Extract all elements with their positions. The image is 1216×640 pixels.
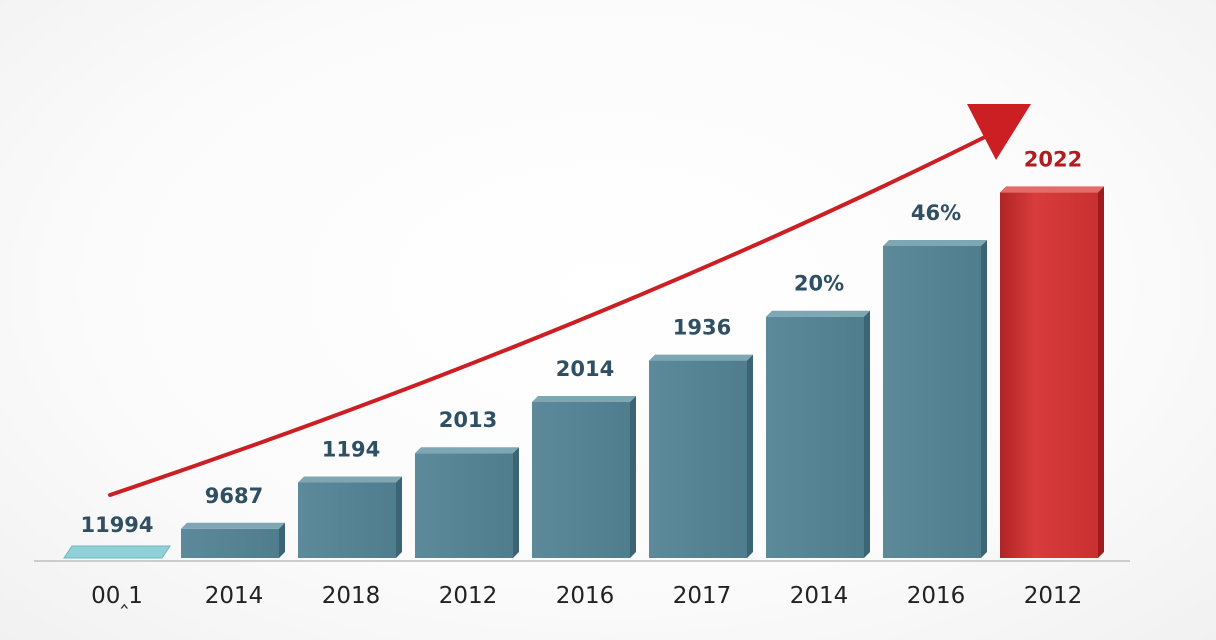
data-label-8: 46%: [911, 201, 961, 225]
x-tick-label-5: 2016: [556, 583, 615, 609]
bar-2-top: [181, 522, 285, 529]
trend-arrow-head: [967, 104, 1031, 160]
x-tick-labels-group: 00‸1 2014 2018 2012 2016 2017 2014 2016 2012: [91, 583, 1082, 609]
trend-arrow-line: [108, 126, 1005, 497]
data-label-6: 1936: [673, 316, 731, 340]
bar-7-front: [766, 316, 864, 558]
bar-3-side: [396, 476, 402, 558]
bar-2: [181, 522, 285, 558]
data-label-2: 9687: [205, 484, 263, 508]
bar-4: [415, 447, 519, 558]
x-tick-label-1: 00‸1: [91, 583, 143, 609]
x-tick-label-8: 2016: [907, 583, 966, 609]
data-label-9: 2022: [1024, 147, 1082, 171]
data-label-3: 1194: [322, 437, 380, 461]
bar-8-top: [883, 240, 987, 246]
data-label-1: 11994: [80, 513, 153, 537]
data-label-7: 20%: [794, 272, 844, 296]
bar-6: [649, 354, 753, 558]
bar-7: [766, 310, 870, 558]
bar-6-front: [649, 360, 747, 558]
bar-5-top: [532, 396, 636, 402]
bar-8: [883, 240, 987, 558]
data-labels-group: 11994 9687 1194 2013 2014 1936 20% 46% 2022: [80, 147, 1082, 537]
trend-arrow: [108, 104, 1031, 497]
data-label-4: 2013: [439, 408, 497, 432]
x-tick-label-9: 2012: [1024, 583, 1083, 609]
x-tick-label-3: 2018: [322, 583, 381, 609]
bar-4-front: [415, 453, 513, 558]
bar-5: [532, 396, 636, 558]
bar-6-side: [747, 354, 753, 558]
bar-2-side: [279, 522, 285, 558]
bar-1-slab: [63, 545, 171, 559]
bar-1: [63, 545, 171, 559]
bar-5-front: [532, 402, 630, 558]
x-tick-label-2: 2014: [205, 583, 264, 609]
bar-2-front: [181, 528, 279, 558]
x-tick-label-4: 2012: [439, 583, 498, 609]
bar-6-top: [649, 354, 753, 361]
x-tick-label-6: 2017: [673, 583, 732, 609]
bar-5-side: [630, 396, 636, 558]
bar-8-side: [981, 240, 987, 558]
bar-3-front: [298, 482, 396, 558]
bar-9: [1000, 186, 1104, 558]
data-label-5: 2014: [556, 357, 614, 381]
bars-group: [63, 186, 1104, 559]
bar-4-side: [513, 447, 519, 558]
bar-3-top: [298, 476, 402, 483]
bar-9-side: [1098, 186, 1104, 558]
bar-7-top: [766, 310, 870, 317]
bar-9-front: [1000, 192, 1098, 558]
x-tick-label-7: 2014: [790, 583, 849, 609]
bar-9-top: [1000, 186, 1104, 193]
bar-8-front: [883, 246, 981, 558]
bar-3: [298, 476, 402, 558]
bar-7-side: [864, 310, 870, 558]
bar-4-top: [415, 447, 519, 454]
